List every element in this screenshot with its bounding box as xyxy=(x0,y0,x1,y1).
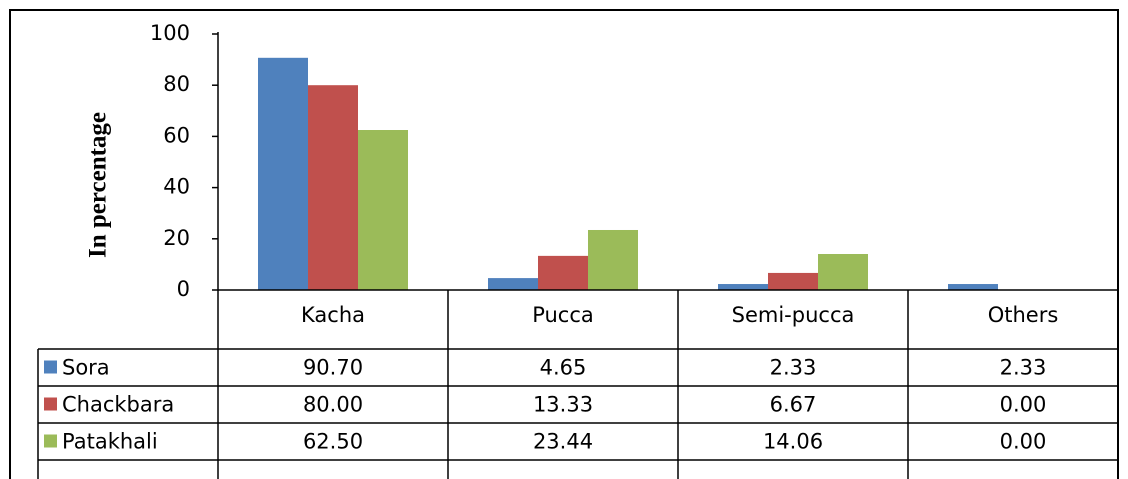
legend-label: Patakhali xyxy=(62,430,158,454)
table-value: 14.06 xyxy=(763,430,823,454)
table-value: 0.00 xyxy=(1000,430,1047,454)
x-tick-label: Kacha xyxy=(301,303,365,327)
table-value: 23.44 xyxy=(533,430,593,454)
table-value: 2.33 xyxy=(770,356,817,380)
y-tick-label: 0 xyxy=(177,277,190,301)
table-value: 80.00 xyxy=(303,393,363,417)
x-tick-label: Pucca xyxy=(532,303,594,327)
bar xyxy=(768,272,818,290)
bar xyxy=(488,278,538,290)
chart-border xyxy=(9,9,1119,479)
bar xyxy=(948,284,998,290)
table-value: 90.70 xyxy=(303,356,363,380)
legend-swatch xyxy=(44,434,57,448)
bar xyxy=(718,284,768,290)
y-tick-label: 80 xyxy=(163,72,190,96)
y-axis-label: In percentage xyxy=(85,112,112,258)
table-value: 0.00 xyxy=(1000,393,1047,417)
y-tick-label: 100 xyxy=(150,21,190,45)
y-tick-label: 40 xyxy=(163,175,190,199)
bar xyxy=(258,57,308,290)
bar xyxy=(358,130,408,290)
legend-label: Sora xyxy=(62,356,110,380)
table-value: 6.67 xyxy=(770,393,817,417)
table-value: 62.50 xyxy=(303,430,363,454)
bar xyxy=(818,254,868,290)
bar xyxy=(308,85,358,290)
bar xyxy=(538,255,588,290)
legend-swatch xyxy=(44,397,57,411)
legend-label: Chackbara xyxy=(62,393,174,417)
legend-swatch xyxy=(44,360,57,374)
table-value: 4.65 xyxy=(540,356,587,380)
x-tick-label: Semi-pucca xyxy=(732,303,855,327)
y-tick-label: 20 xyxy=(163,226,190,250)
y-tick-label: 60 xyxy=(163,123,190,147)
x-tick-label: Others xyxy=(988,303,1059,327)
bar xyxy=(588,229,638,290)
table-value: 13.33 xyxy=(533,393,593,417)
table-value: 2.33 xyxy=(1000,356,1047,380)
